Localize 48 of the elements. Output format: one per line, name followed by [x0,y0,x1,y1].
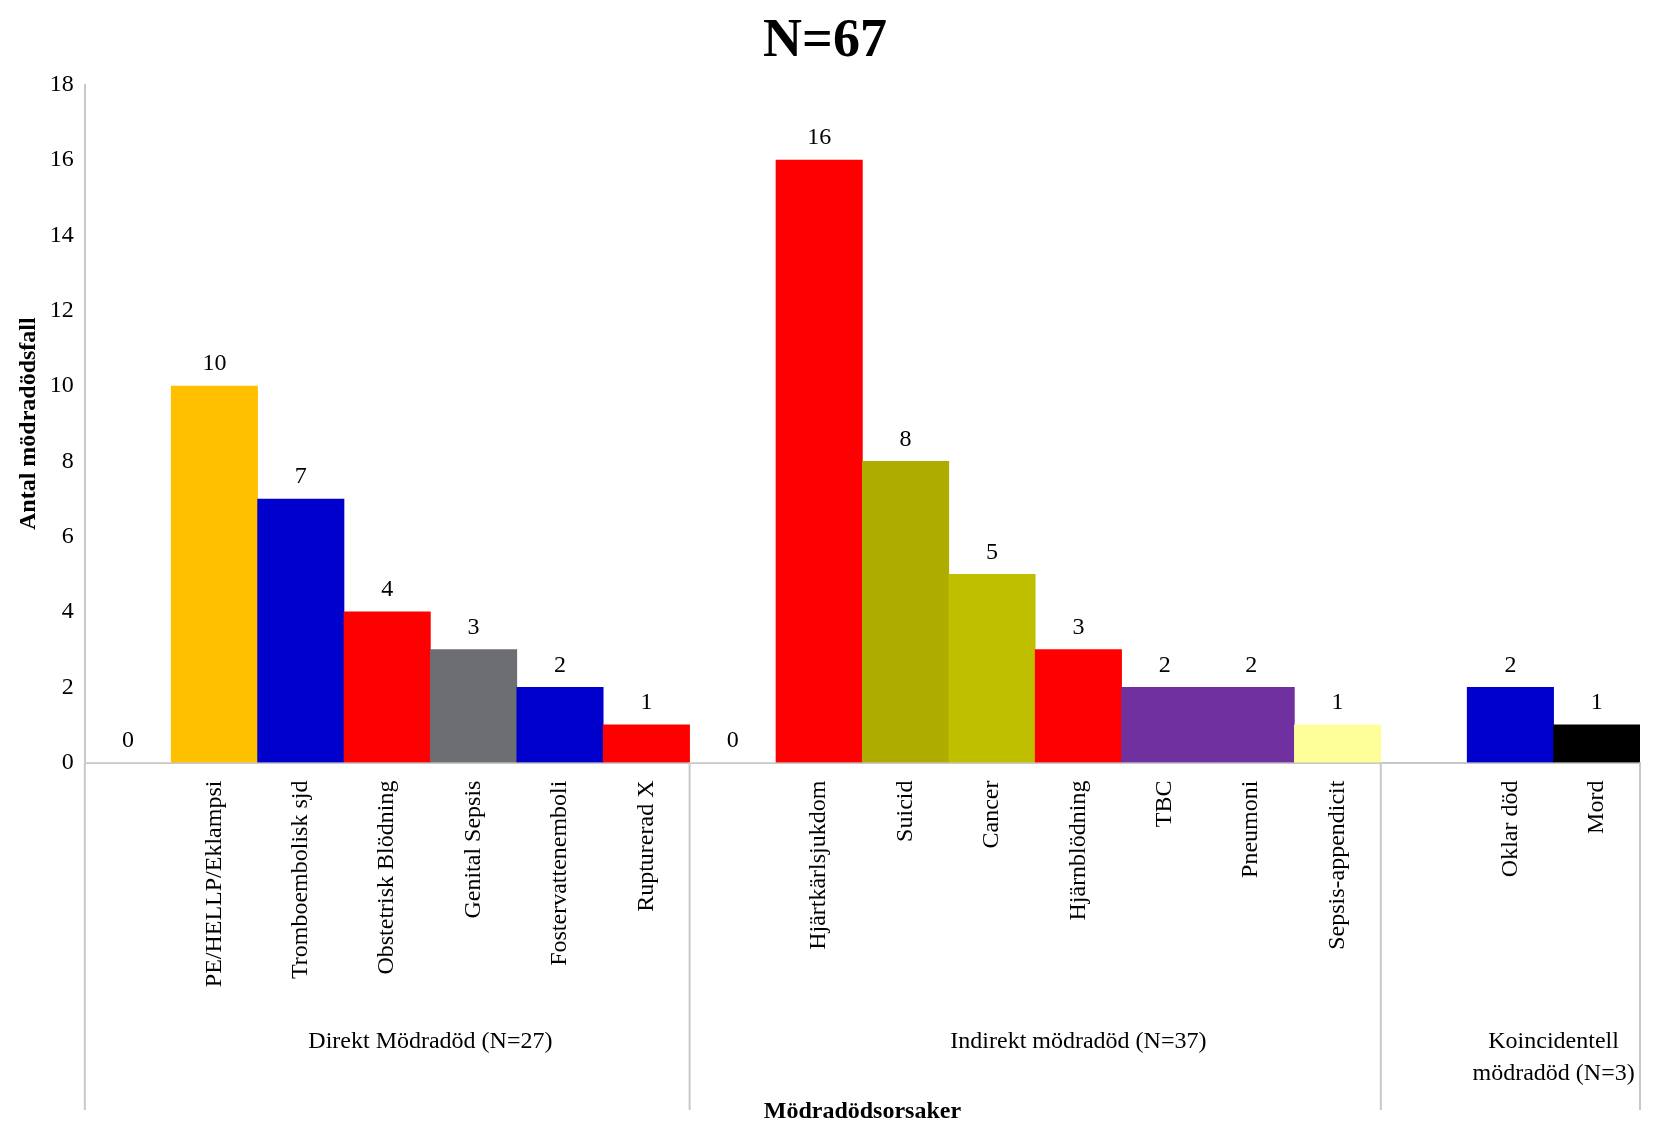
data-label: 8 [899,424,912,451]
text: Indirekt mödradöd (N=37) [950,1027,1207,1053]
x-tick-label: Rupturerad X [631,780,658,912]
x-tick-label: Oklar död [1495,780,1522,878]
x-tick-label: TBC [1150,780,1177,828]
data-label: 2 [1245,650,1258,677]
data-label: 2 [1158,650,1171,677]
data-label: 0 [726,725,739,752]
x-tick-label: Obstetrisk Blödning [372,780,399,975]
data-label: 0 [122,725,134,752]
x-tick-label: Hjärtkärlsjukdom [804,780,831,950]
text: Direkt Mödradöd (N=27) [308,1027,553,1053]
data-label: 10 [202,349,227,376]
x-tick-label: PE/HELLP/Eklampsi [199,780,226,988]
y-tick-label: 14 [49,220,74,247]
x-tick-label: Cancer [977,780,1004,849]
x-tick-label: Genital Sepsis [458,780,485,919]
x-axis-title: Mödradödsorsaker [763,1096,962,1123]
x-tick-label: Pneumoni [1236,780,1263,878]
data-label: 3 [1072,612,1085,639]
data-label: 2 [1504,650,1517,677]
y-tick-label: 4 [61,597,74,624]
data-label: 7 [294,462,307,489]
data-label: 3 [467,612,480,639]
data-label: 1 [1331,688,1344,715]
x-tick-label: Fostervattenemboli [545,780,572,966]
x-tick-label: Sepsis-appendicit [1322,780,1349,950]
y-tick-label: 8 [61,446,74,473]
chart-title: N=67 [763,8,887,69]
x-tick-label: Hjärnblödning [1063,780,1090,921]
y-tick-label: 18 [49,70,74,97]
data-label: 1 [640,688,653,715]
data-label: 4 [381,575,394,602]
y-axis-title: Antal mödradödsfall [13,316,40,531]
x-tick-label: Mord [1582,780,1609,834]
data-label: 2 [554,650,566,677]
x-tick-label: Suicid [890,780,917,842]
data-label: 5 [986,537,998,564]
y-tick-label: 0 [61,747,74,774]
x-tick-label: Tromboembolisk sjd [286,780,313,980]
y-tick-label: 16 [49,145,74,172]
data-label: 16 [807,123,832,150]
data-label: 1 [1590,688,1603,715]
y-tick-label: 6 [61,521,74,548]
text: Koincidentell mödradöd (N=3) [1472,1027,1635,1085]
y-tick-label: 10 [49,371,74,398]
y-tick-label: 12 [49,296,74,323]
y-tick-label: 2 [61,672,74,699]
